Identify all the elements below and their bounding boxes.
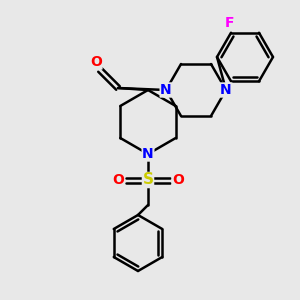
Text: O: O	[112, 173, 124, 187]
Text: O: O	[90, 55, 102, 69]
Text: O: O	[172, 173, 184, 187]
Text: S: S	[142, 172, 154, 188]
Text: N: N	[142, 147, 154, 161]
Text: N: N	[160, 83, 172, 97]
Text: N: N	[220, 83, 232, 97]
Text: F: F	[224, 16, 234, 30]
